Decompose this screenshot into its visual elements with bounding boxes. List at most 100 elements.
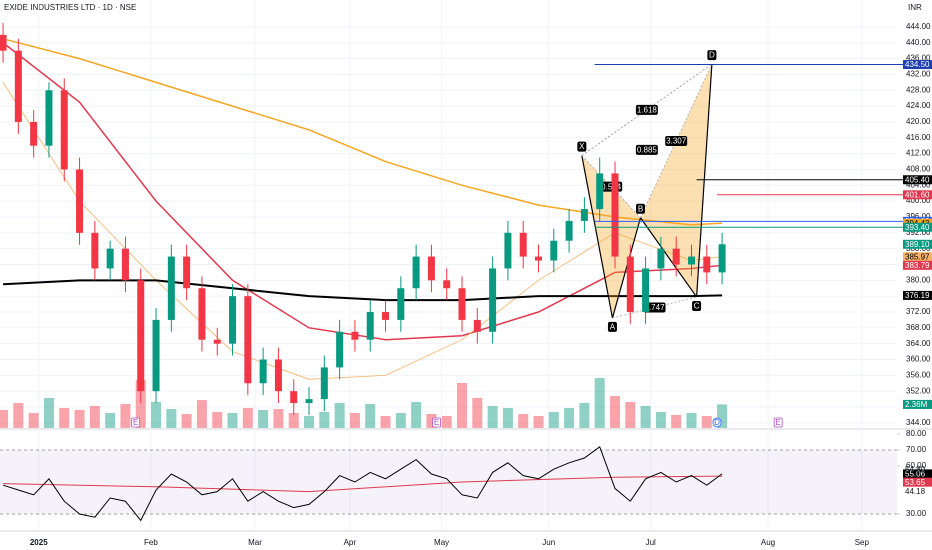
rsi-ma-line (3, 475, 723, 493)
price-label: 376.19 (905, 291, 930, 300)
price-label-box (903, 175, 932, 185)
y-tick-label: 356.00 (906, 370, 931, 379)
rsi-tick-label: 70.00 (906, 445, 927, 454)
point-label: C (694, 302, 700, 311)
volume-bar (181, 414, 192, 428)
price-label: 385.97 (905, 252, 930, 261)
y-tick-label: 424.00 (906, 101, 931, 110)
candle-body (718, 244, 726, 273)
price-label-box (903, 260, 932, 270)
volume-bar (548, 412, 559, 428)
candle-body (336, 331, 344, 368)
rsi-band (0, 450, 897, 514)
candle-body (443, 280, 451, 289)
event-marker (773, 417, 783, 428)
candle-body (229, 296, 237, 344)
candle-body (687, 256, 695, 265)
event-marker (432, 417, 441, 428)
candle-body (45, 90, 53, 146)
candle-body (106, 248, 114, 269)
chart-title: EXIDE INDUSTRIES LTD · 1D · NSE (4, 3, 136, 12)
volume-bar (227, 413, 238, 428)
candle-body (427, 256, 435, 281)
volume-bar (686, 413, 697, 428)
volume-bar (487, 406, 498, 428)
volume-bar (212, 412, 223, 428)
candle-body (0, 34, 7, 51)
volume-bar (105, 413, 116, 428)
candle-body (152, 319, 160, 392)
x-tick-label: Jul (646, 538, 656, 547)
y-tick-label: 404.00 (906, 180, 931, 189)
pattern-leg (581, 155, 614, 319)
candle-body (213, 339, 221, 344)
volume-bar (74, 410, 85, 428)
candle-body (672, 248, 680, 265)
volume-bar (349, 413, 360, 428)
point-box (692, 300, 702, 311)
volume-bar (625, 402, 636, 428)
ratio-line (581, 63, 713, 156)
candle-body (382, 311, 390, 320)
event-marker (712, 417, 722, 428)
event-label: E (776, 418, 781, 427)
x-tick-label: Feb (144, 538, 158, 547)
y-tick-label: 352.00 (906, 386, 931, 395)
volume-bar (457, 383, 468, 428)
x-tick-label: Sep (855, 538, 870, 547)
y-tick-label: 344.00 (906, 418, 931, 427)
candle-body (60, 90, 68, 170)
x-tick-label: Aug (761, 538, 775, 547)
event-label: D (714, 418, 720, 427)
point-label: B (638, 204, 643, 213)
candle-body (611, 173, 619, 257)
y-tick-label: 420.00 (906, 117, 931, 126)
y-tick-label: 368.00 (906, 323, 931, 332)
candle-body (274, 359, 282, 392)
rsi-label-box (903, 469, 932, 479)
candle-body (626, 256, 634, 312)
volume-bar (594, 378, 605, 428)
rsi-line (2, 446, 723, 522)
candle-body (30, 121, 38, 146)
price-label: 393.40 (905, 223, 930, 232)
ratio-label: 0.885 (637, 145, 658, 154)
candle-body (397, 288, 405, 320)
volume-bar (28, 413, 39, 428)
y-tick-label: 412.00 (906, 149, 931, 158)
pattern-fill (640, 64, 712, 297)
volume-bar (502, 408, 513, 428)
volume-bar (609, 396, 620, 428)
price-label-box (903, 290, 932, 300)
rsi-label: 54.80 (905, 465, 926, 474)
price-label-box (903, 60, 932, 70)
point-label: A (610, 323, 616, 332)
ratio-line (612, 296, 697, 319)
candle-body (580, 209, 588, 221)
price-label: 389.10 (905, 240, 930, 249)
rsi-label-box (903, 477, 932, 487)
volume-bar (380, 416, 391, 428)
rsi-tick-label: 30.00 (906, 509, 927, 518)
y-tick-label: 444.00 (906, 22, 931, 31)
volume-bar (671, 415, 682, 428)
price-label: 405.40 (905, 175, 930, 184)
candle-body (366, 311, 374, 340)
rsi-label: 55.06 (905, 470, 926, 479)
volume-bar (411, 402, 422, 428)
candle-body (565, 220, 573, 241)
pattern-leg (640, 217, 698, 298)
y-tick-label: 400.00 (906, 196, 931, 205)
pattern-leg (695, 64, 713, 297)
candle-body (642, 268, 650, 312)
candle-body (458, 288, 466, 320)
volume-bar (472, 398, 483, 428)
candle-body (519, 232, 527, 257)
ratio-label: 1.618 (637, 105, 658, 114)
volume-bar (395, 413, 406, 428)
candle-body (351, 331, 359, 340)
candle-body (473, 319, 481, 332)
point-box (577, 141, 587, 152)
y-tick-label: 372.00 (906, 307, 931, 316)
